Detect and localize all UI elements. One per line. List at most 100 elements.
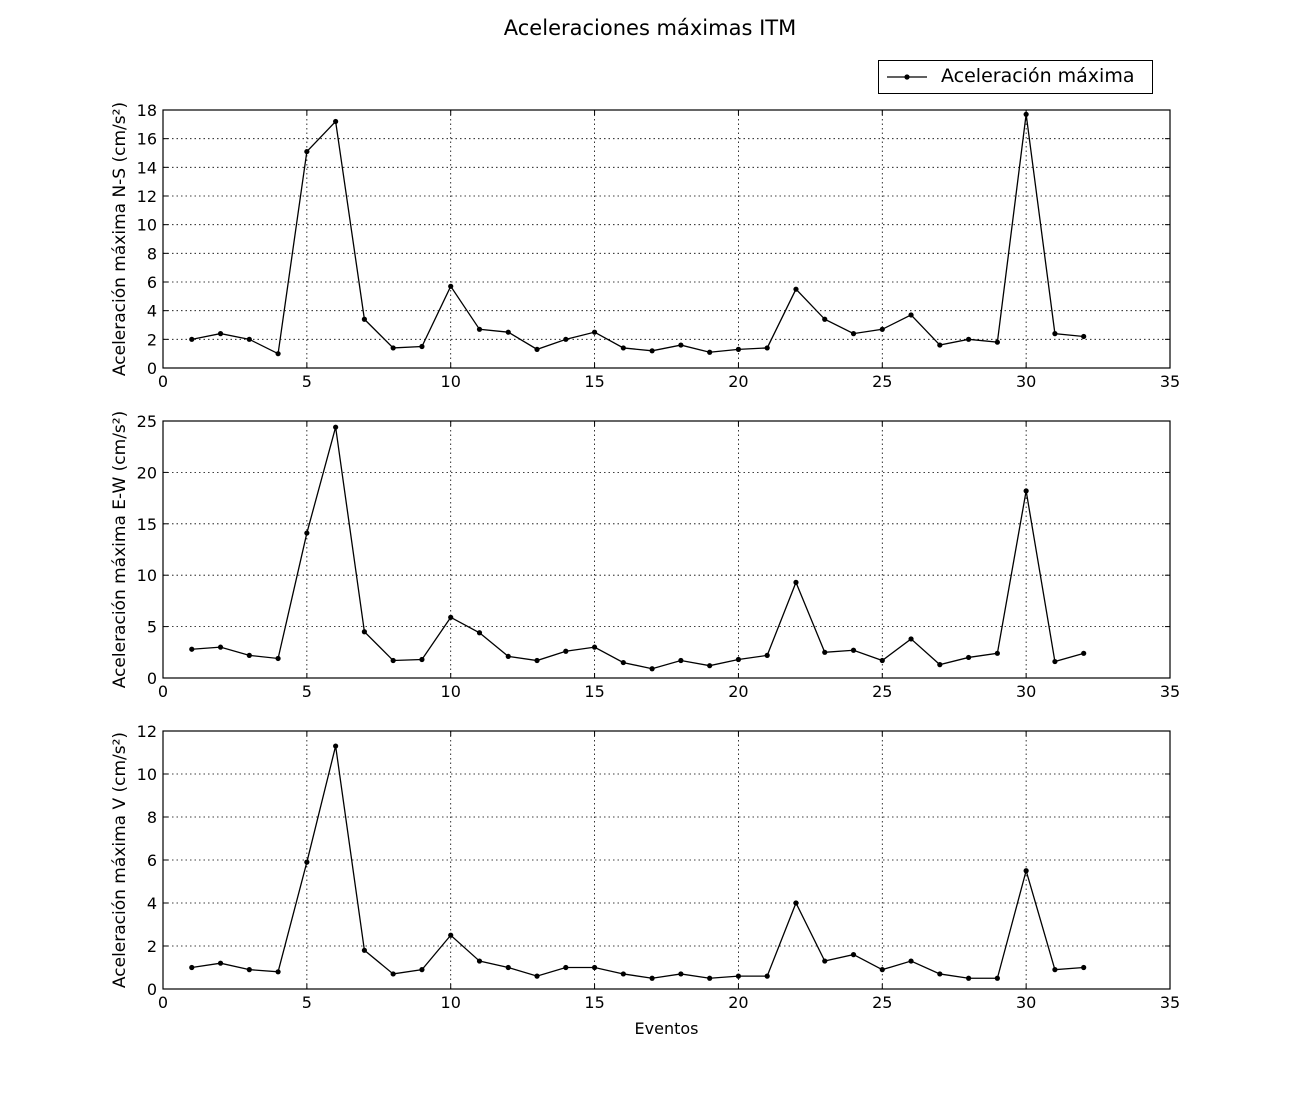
data-point [534, 657, 540, 664]
x-tick-label: 5 [302, 682, 312, 701]
data-point [448, 283, 454, 289]
x-tick-label: 15 [584, 682, 604, 701]
series-line-1 [191, 114, 1084, 355]
data-point [822, 649, 828, 655]
data-point [476, 630, 483, 636]
data-point [1081, 650, 1087, 656]
data-point [563, 964, 569, 971]
plot-frame [162, 420, 1171, 679]
data-point [275, 969, 281, 975]
data-point [1081, 333, 1087, 340]
y-tick-label: 14 [137, 158, 157, 177]
data-point [707, 663, 713, 669]
data-point [994, 650, 1000, 656]
x-tick-label: 0 [158, 682, 168, 701]
x-tick-label: 20 [728, 993, 748, 1012]
legend: Aceleración máxima [878, 60, 1153, 94]
data-point [505, 964, 511, 971]
y-tick-label: 25 [137, 412, 157, 431]
data-point [822, 958, 828, 964]
data-point [850, 952, 857, 958]
data-point [246, 652, 252, 658]
y-axis-label: Aceleración máxima N-S (cm/s²) [110, 102, 130, 376]
x-tick-label: 30 [1016, 993, 1036, 1012]
data-point [793, 286, 799, 292]
y-tick-label: 4 [147, 894, 157, 913]
data-point [333, 424, 339, 430]
y-tick-label: 8 [147, 808, 157, 827]
y-tick-label: 16 [137, 130, 157, 149]
x-tick-label: 10 [441, 682, 461, 701]
data-point [850, 331, 857, 337]
data-point [189, 646, 195, 652]
data-point [707, 975, 713, 981]
data-point [361, 316, 367, 322]
x-tick-label: 10 [441, 993, 461, 1012]
y-tick-label: 12 [137, 187, 157, 206]
data-point [189, 964, 195, 971]
plot-frame [162, 730, 1171, 990]
y-tick-label: 20 [137, 463, 157, 482]
data-point [591, 964, 598, 971]
y-tick-label: 6 [147, 851, 157, 870]
x-tick-label: 25 [872, 682, 892, 701]
data-point [908, 636, 914, 642]
data-point [620, 659, 626, 666]
data-point [419, 967, 425, 973]
data-point [419, 656, 425, 663]
x-tick-label: 20 [728, 682, 748, 701]
data-point [591, 644, 598, 650]
data-point [850, 647, 857, 653]
data-point [217, 644, 224, 650]
data-point [649, 975, 655, 981]
data-point [678, 342, 684, 348]
x-tick-label: 30 [1016, 682, 1036, 701]
y-axis-label: Aceleración máxima V (cm/s²) [110, 732, 130, 988]
data-point [764, 345, 770, 351]
data-point [505, 329, 511, 335]
plot-frame [162, 109, 1171, 369]
x-tick-label: 0 [158, 372, 168, 391]
y-tick-label: 0 [147, 980, 157, 999]
data-point [448, 932, 454, 938]
data-point [275, 655, 281, 662]
y-tick-label: 12 [137, 722, 157, 741]
data-point [735, 973, 742, 979]
data-point [304, 148, 310, 155]
x-tick-label: 25 [872, 372, 892, 391]
figure-title: Aceleraciones máximas ITM [503, 16, 797, 40]
data-point [275, 351, 281, 357]
data-point [735, 656, 742, 663]
data-point [966, 654, 972, 661]
x-tick-label: 35 [1160, 682, 1180, 701]
data-point [764, 973, 770, 979]
data-point [879, 657, 885, 664]
x-tick-label: 35 [1160, 993, 1180, 1012]
x-axis-label: Eventos [635, 1019, 699, 1038]
data-point [793, 579, 799, 585]
data-point [678, 657, 684, 664]
y-axis-label: Aceleración máxima E-W (cm/s²) [110, 411, 130, 689]
data-point [937, 662, 943, 668]
legend-label: Aceleración máxima [941, 65, 1135, 87]
y-tick-label: 2 [147, 330, 157, 349]
data-point [649, 348, 655, 354]
data-point [1052, 658, 1058, 665]
chart-panel-1: 0 5 10 15 20 25 30 35 0 2 4 6 8 10 12 14 16 18 Aceleración… [110, 101, 1180, 391]
data-point [620, 971, 626, 977]
data-point [649, 666, 655, 672]
data-point [879, 326, 885, 332]
data-point [908, 958, 914, 964]
data-point [476, 326, 483, 332]
data-point [908, 312, 914, 318]
data-point [764, 652, 770, 658]
y-tick-label: 10 [137, 216, 157, 235]
data-point [994, 975, 1000, 981]
data-point [1023, 111, 1029, 117]
y-tick-label: 10 [137, 566, 157, 585]
series-line-1 [191, 745, 1084, 979]
y-tick-label: 0 [147, 669, 157, 688]
data-point [620, 345, 626, 351]
data-point [304, 859, 310, 865]
legend-line-marker-icon [887, 74, 927, 80]
